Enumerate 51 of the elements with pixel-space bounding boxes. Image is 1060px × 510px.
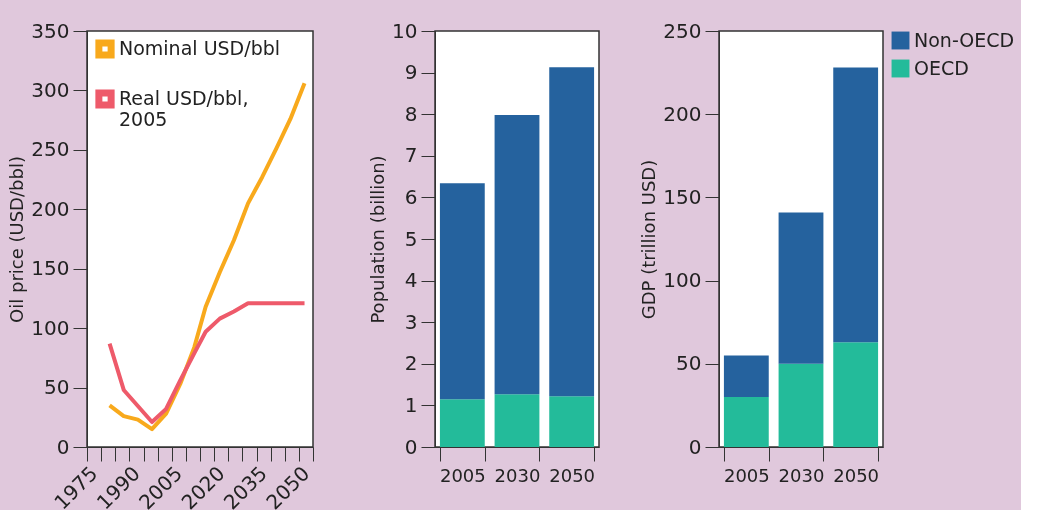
bar	[778, 212, 824, 364]
y-tick-label: 150	[31, 256, 70, 281]
bar	[833, 67, 879, 343]
y-tick-label: 100	[31, 315, 70, 340]
y-tick-label: 6	[404, 184, 418, 209]
y-tick-label: 0	[688, 434, 702, 459]
y-tick-label: 3	[404, 309, 418, 334]
y-tick-label: 8	[404, 101, 418, 126]
y-tick-label: 200	[663, 101, 702, 126]
y-tick-label: 100	[663, 268, 702, 293]
bar	[778, 363, 824, 447]
bar	[549, 67, 595, 397]
bar	[494, 115, 540, 395]
x-tick-label: 2005	[723, 464, 770, 486]
y-axis-title: Oil price (USD/bbl)	[6, 156, 28, 323]
x-tick-label: 2005	[439, 464, 486, 486]
y-tick-label: 350	[31, 18, 70, 43]
bar	[723, 355, 769, 398]
x-tick-label: 2030	[494, 464, 541, 486]
y-axis-title: Population (billion)	[367, 155, 389, 324]
y-tick-label: 1	[404, 392, 418, 417]
y-tick-label: 50	[676, 351, 702, 376]
y-tick-label: 50	[44, 375, 70, 400]
y-tick-label: 0	[404, 434, 418, 459]
legend-label: Non-OECD	[914, 28, 1015, 51]
y-tick-label: 5	[404, 226, 418, 251]
bar	[439, 183, 485, 400]
x-tick-label: 2030	[778, 464, 825, 486]
y-tick-label: 300	[31, 77, 70, 102]
legend-label: OECD	[914, 56, 969, 79]
y-axis-title: GDP (trillion USD)	[638, 159, 660, 320]
legend-label: Nominal USD/bbl	[119, 37, 281, 59]
y-tick-label: 0	[56, 434, 70, 459]
bar	[549, 396, 595, 447]
legend-label: Real USD/bbl, 2005	[119, 87, 249, 130]
bar	[833, 342, 879, 447]
y-tick-label: 150	[663, 184, 702, 209]
y-tick-label: 7	[404, 143, 418, 168]
bar	[723, 397, 769, 447]
line-series	[107, 301, 307, 425]
y-tick-label: 200	[31, 196, 70, 221]
y-tick-label: 9	[404, 60, 418, 85]
x-tick-label: 2050	[833, 464, 880, 486]
y-tick-label: 2	[404, 351, 418, 376]
x-tick-label: 2050	[549, 464, 596, 486]
y-tick-label: 250	[31, 137, 70, 162]
bar	[439, 399, 485, 447]
y-tick-label: 250	[663, 18, 702, 43]
bar	[494, 394, 540, 447]
y-tick-label: 4	[404, 268, 418, 293]
y-tick-label: 10	[392, 18, 418, 43]
